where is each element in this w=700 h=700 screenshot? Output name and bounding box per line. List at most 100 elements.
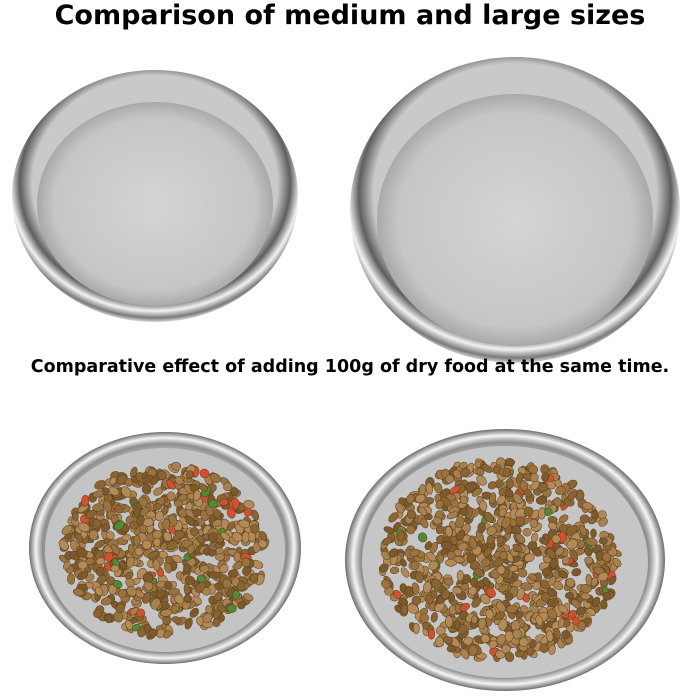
- kibble: [67, 573, 76, 585]
- kibble: [184, 617, 193, 630]
- kibble: [199, 564, 210, 573]
- kibble: [470, 560, 480, 570]
- kibble: [185, 470, 194, 479]
- kibble: [124, 619, 134, 630]
- kibble: [443, 636, 453, 644]
- kibble: [113, 520, 125, 531]
- kibble: [430, 612, 438, 623]
- kibble: [420, 518, 429, 529]
- kibble: [108, 486, 120, 496]
- kibble: [515, 516, 525, 526]
- kibble: [94, 586, 103, 596]
- kibble: [580, 592, 591, 600]
- kibble: [425, 482, 433, 495]
- kibble: [535, 615, 543, 626]
- kibble: [555, 546, 564, 556]
- kibble: [486, 534, 496, 545]
- kibble: [418, 506, 428, 516]
- kibble: [78, 522, 90, 533]
- kibble: [392, 589, 402, 600]
- kibble: [549, 558, 559, 569]
- kibble: [498, 618, 508, 631]
- kibble: [237, 600, 246, 610]
- kibble: [583, 546, 593, 557]
- kibble: [417, 532, 428, 543]
- kibble: [195, 581, 206, 593]
- kibble: [498, 583, 510, 593]
- kibble: [101, 523, 111, 532]
- kibble: [459, 602, 470, 612]
- kibble: [136, 608, 146, 618]
- kibble: [184, 575, 195, 586]
- kibble: [415, 493, 426, 503]
- kibble: [527, 540, 538, 551]
- kibble: [215, 553, 225, 561]
- kibble: [522, 527, 532, 537]
- kibble: [117, 588, 127, 598]
- kibble: [205, 506, 214, 517]
- kibble: [505, 478, 514, 489]
- kibble: [499, 551, 508, 560]
- kibble: [185, 515, 195, 526]
- kibble: [196, 535, 205, 544]
- kibble: [106, 531, 115, 540]
- kibble: [484, 511, 494, 523]
- kibble: [555, 486, 566, 495]
- kibble: [231, 590, 240, 600]
- kibble: [166, 491, 176, 502]
- kibble: [104, 552, 114, 562]
- large-plate-empty: [350, 57, 680, 363]
- kibble: [152, 529, 163, 539]
- kibble: [565, 525, 578, 536]
- kibble: [504, 630, 514, 642]
- kibble: [398, 597, 408, 606]
- kibble: [190, 527, 200, 537]
- kibble: [446, 511, 459, 520]
- kibble: [577, 620, 586, 631]
- kibble: [544, 507, 553, 517]
- kibble: [590, 577, 598, 587]
- kibble: [126, 585, 137, 597]
- kibble: [250, 524, 260, 534]
- kibble: [183, 563, 191, 573]
- kibble: [505, 605, 518, 613]
- kibble: [501, 516, 511, 529]
- kibble: [459, 495, 468, 505]
- kibble: [202, 612, 213, 624]
- kibble: [77, 560, 88, 570]
- kibble: [566, 539, 579, 550]
- kibble: [74, 533, 84, 543]
- kibble: [142, 539, 152, 550]
- kibble: [508, 565, 519, 572]
- kibble: [431, 579, 442, 589]
- kibble: [389, 566, 400, 575]
- kibble: [259, 531, 268, 541]
- kibble: [424, 541, 432, 551]
- kibble: [412, 622, 420, 634]
- kibble: [496, 601, 506, 613]
- kibble: [406, 525, 416, 535]
- kibble: [168, 588, 180, 596]
- kibble: [189, 607, 199, 618]
- kibble: [445, 526, 453, 538]
- kibble: [85, 573, 95, 582]
- kibble: [582, 501, 593, 510]
- kibble: [171, 616, 182, 624]
- kibble: [400, 567, 410, 578]
- kibble: [468, 586, 478, 596]
- kibble: [529, 604, 539, 614]
- kibble: [121, 486, 132, 498]
- kibble: [585, 537, 598, 546]
- kibble: [138, 496, 148, 507]
- kibble: [577, 539, 585, 549]
- kibble: [494, 611, 506, 621]
- kibble: [567, 490, 578, 501]
- kibble: [541, 472, 549, 482]
- kibble: [591, 596, 601, 607]
- kibble: [396, 531, 405, 542]
- kibble: [456, 529, 466, 542]
- kibble: [475, 467, 485, 476]
- kibble: [548, 644, 556, 655]
- kibble: [112, 579, 123, 589]
